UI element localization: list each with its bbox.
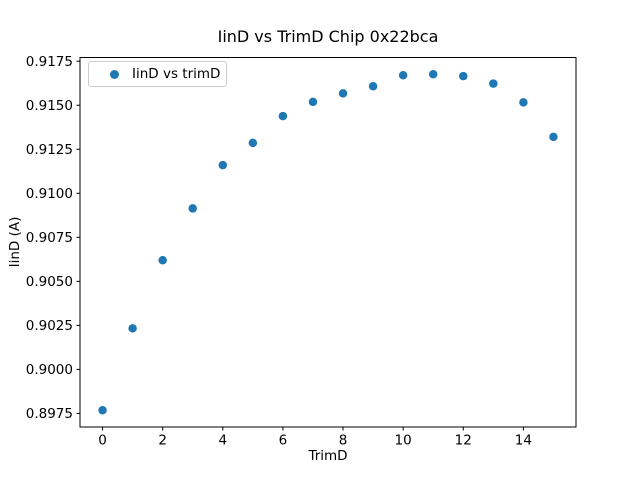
scatter-point	[519, 98, 528, 107]
x-tick-label: 12	[455, 433, 472, 449]
scatter-point	[368, 81, 378, 91]
legend-marker-dot-icon	[110, 69, 119, 79]
x-tick-label: 2	[158, 433, 167, 449]
scatter-point	[338, 89, 348, 98]
scatter-point	[278, 111, 288, 121]
x-tick-label: 0	[98, 433, 107, 449]
axes-spines	[79, 57, 577, 428]
scatter-point	[308, 97, 318, 107]
scatter-point	[248, 138, 258, 148]
legend-label: IinD vs trimD	[132, 66, 221, 82]
scatter-point	[428, 69, 438, 79]
scatter-point	[188, 204, 197, 213]
y-tick-label: 0.9175	[26, 54, 73, 70]
x-tick-label: 4	[218, 433, 227, 449]
y-tick-label: 0.9100	[26, 186, 73, 202]
x-tick-label: 10	[395, 433, 412, 449]
y-tick-label: 0.9025	[26, 318, 73, 334]
y-tick-label: 0.9125	[26, 142, 73, 158]
scatter-point	[158, 255, 167, 265]
scatter-point	[218, 160, 228, 170]
x-tick-label: 14	[515, 433, 532, 449]
scatter-point	[128, 324, 137, 333]
x-axis-label: TrimD	[308, 448, 348, 464]
scatter-point	[98, 406, 107, 415]
x-tick-label: 6	[279, 433, 288, 449]
y-axis-label: IinD (A)	[7, 216, 23, 268]
chart-title: IinD vs TrimD Chip 0x22bca	[217, 27, 439, 46]
scatter-point	[459, 71, 468, 81]
scatter-point	[549, 132, 558, 142]
scatter-point	[489, 79, 498, 88]
scatter-point	[398, 71, 408, 80]
y-tick-label: 0.8975	[26, 406, 73, 422]
x-tick-label: 8	[339, 433, 348, 449]
y-tick-label: 0.9150	[26, 98, 73, 114]
y-tick-label: 0.9000	[26, 362, 73, 378]
y-tick-label: 0.9050	[26, 274, 73, 290]
legend: IinD vs trimD	[88, 61, 227, 87]
y-tick-label: 0.9075	[26, 230, 73, 246]
